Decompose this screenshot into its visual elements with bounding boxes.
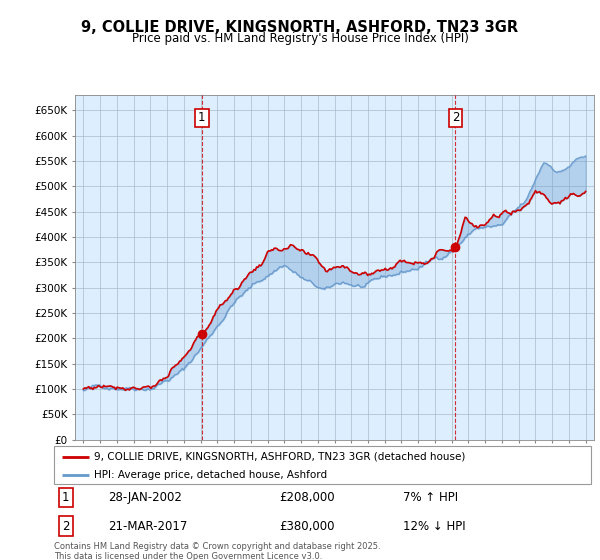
Text: HPI: Average price, detached house, Ashford: HPI: Average price, detached house, Ashf…: [94, 470, 328, 480]
Text: 28-JAN-2002: 28-JAN-2002: [108, 491, 182, 504]
FancyBboxPatch shape: [54, 446, 591, 484]
Text: 2: 2: [62, 520, 70, 533]
Text: 9, COLLIE DRIVE, KINGSNORTH, ASHFORD, TN23 3GR (detached house): 9, COLLIE DRIVE, KINGSNORTH, ASHFORD, TN…: [94, 452, 466, 462]
Text: 21-MAR-2017: 21-MAR-2017: [108, 520, 187, 533]
Text: 12% ↓ HPI: 12% ↓ HPI: [403, 520, 466, 533]
Text: 2: 2: [452, 111, 459, 124]
Text: Contains HM Land Registry data © Crown copyright and database right 2025.
This d: Contains HM Land Registry data © Crown c…: [54, 542, 380, 560]
Text: 7% ↑ HPI: 7% ↑ HPI: [403, 491, 458, 504]
Text: £208,000: £208,000: [280, 491, 335, 504]
Text: 1: 1: [62, 491, 70, 504]
Text: 9, COLLIE DRIVE, KINGSNORTH, ASHFORD, TN23 3GR: 9, COLLIE DRIVE, KINGSNORTH, ASHFORD, TN…: [82, 20, 518, 35]
Text: Price paid vs. HM Land Registry's House Price Index (HPI): Price paid vs. HM Land Registry's House …: [131, 32, 469, 45]
Text: £380,000: £380,000: [280, 520, 335, 533]
Text: 1: 1: [198, 111, 206, 124]
